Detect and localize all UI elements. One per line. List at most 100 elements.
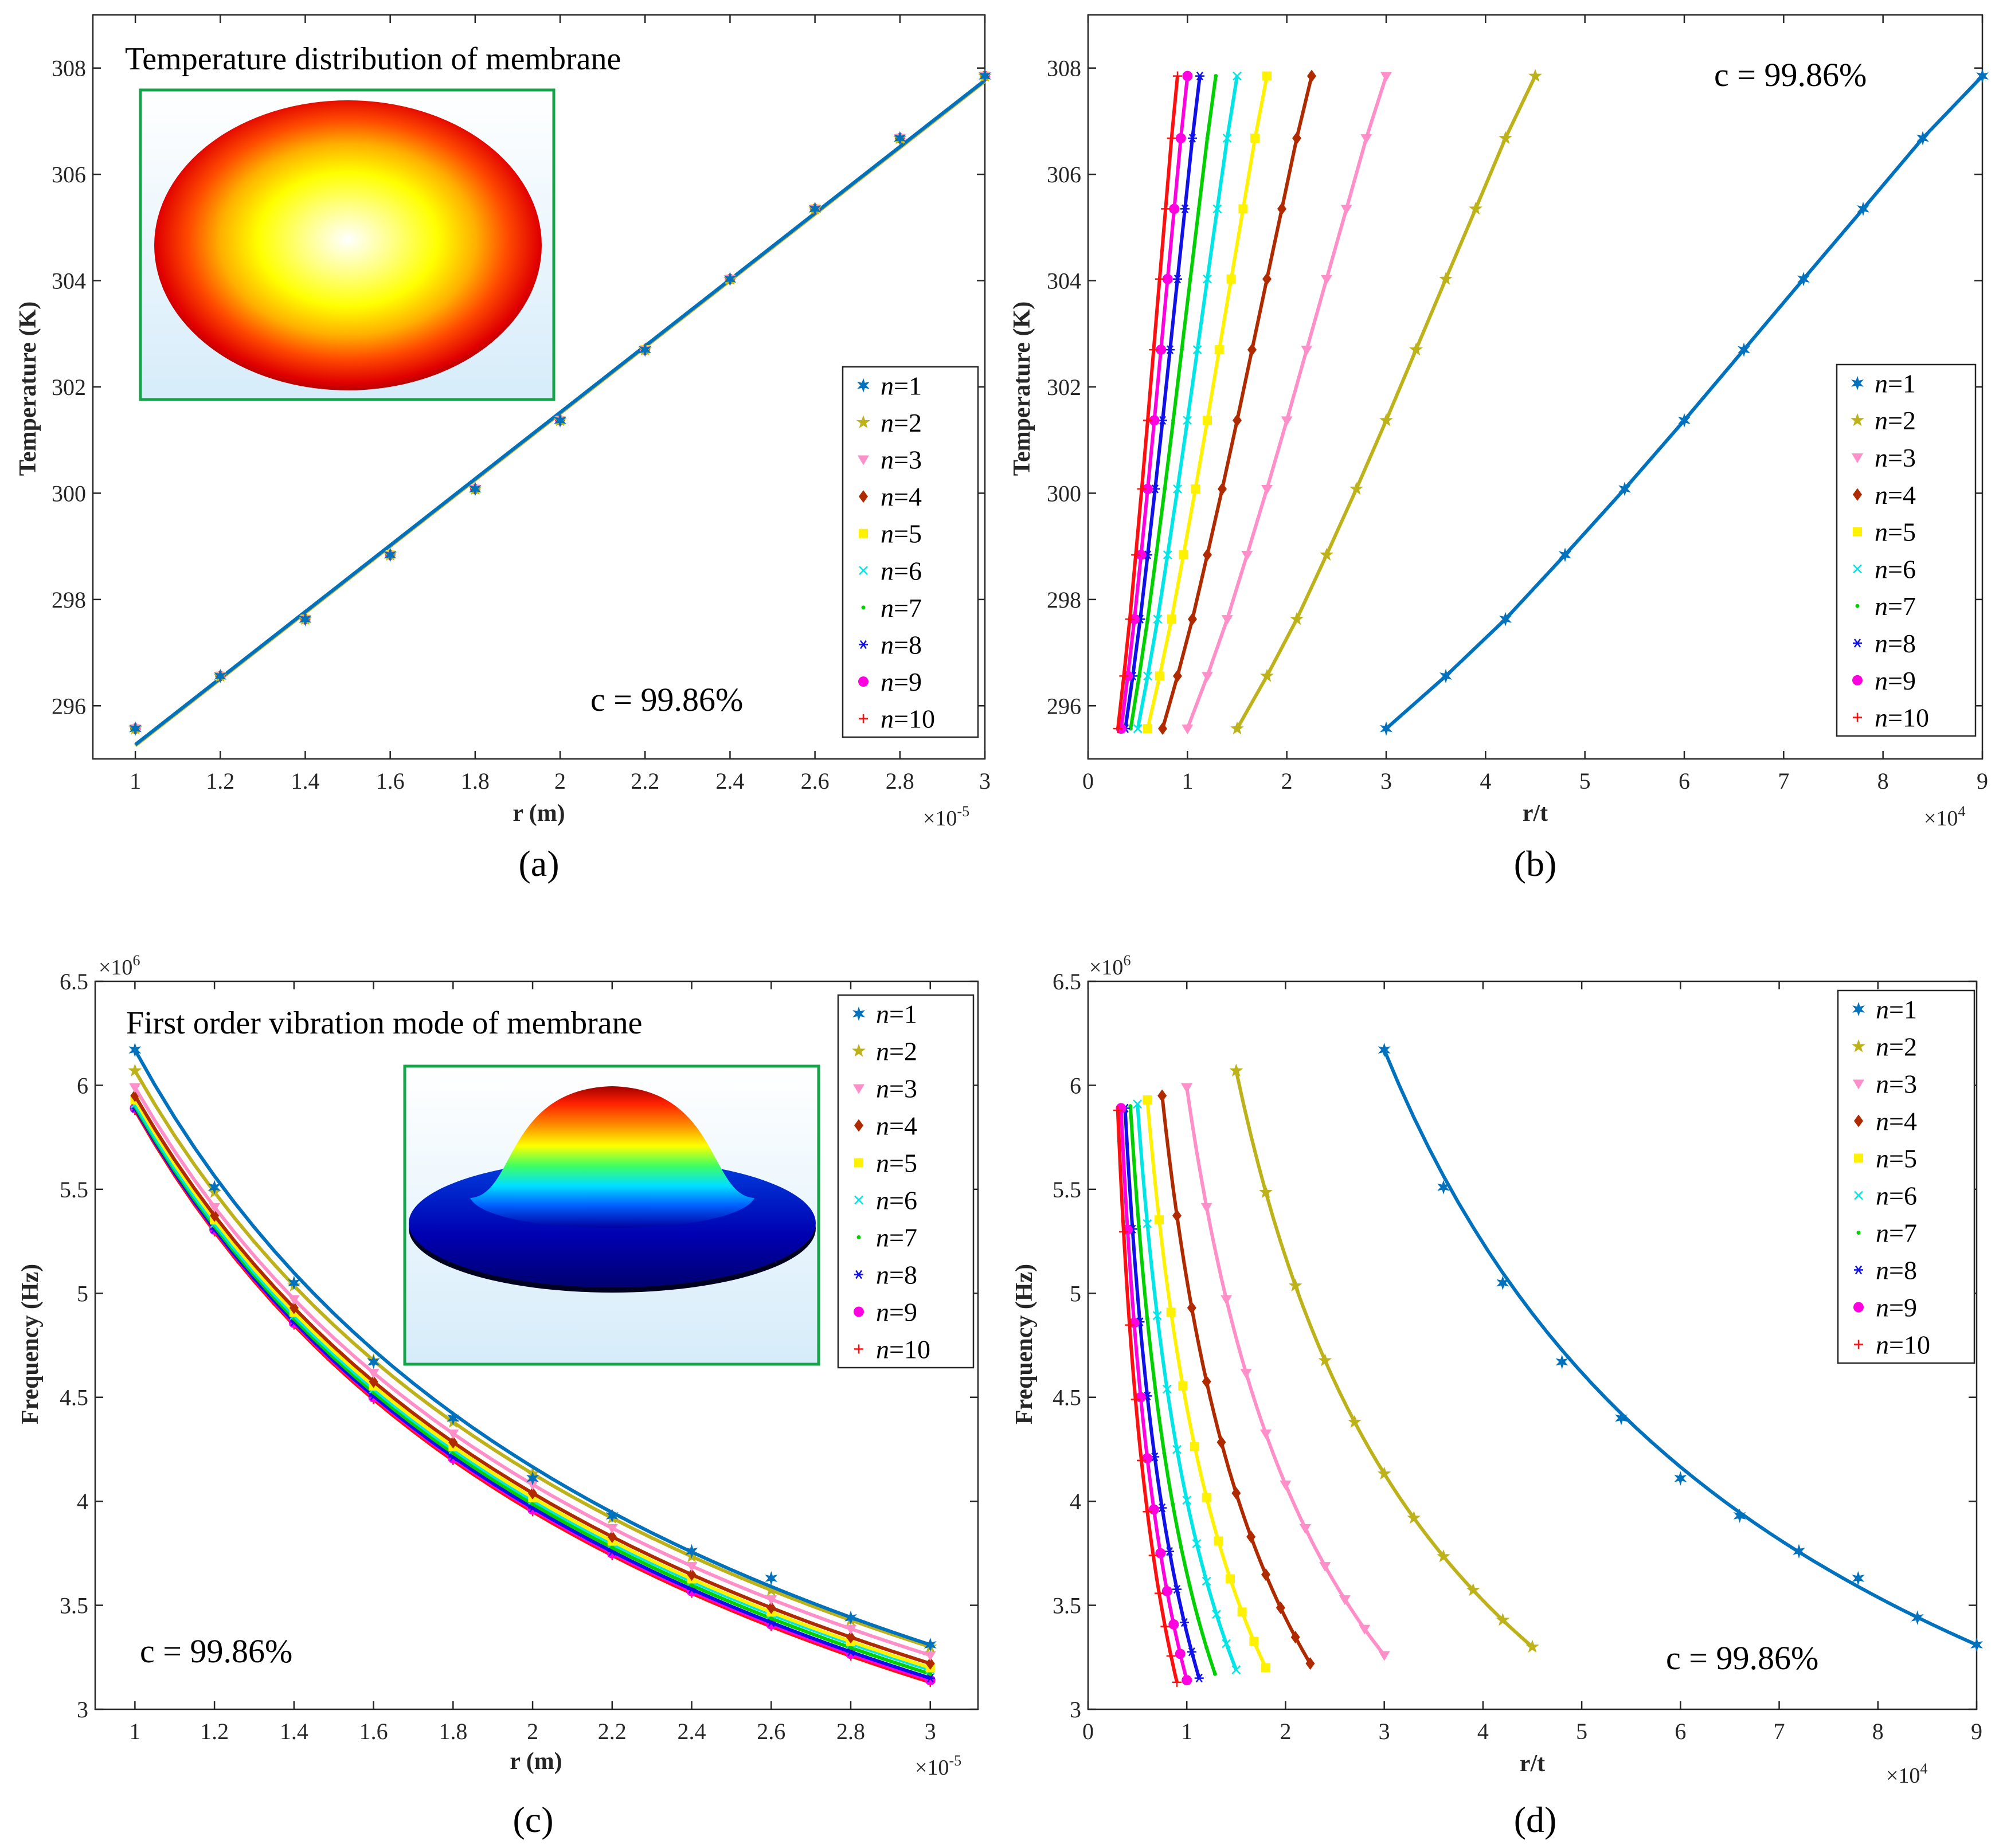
legend-label: n=10 [876, 1335, 930, 1364]
data-point [1247, 343, 1257, 357]
data-point [447, 1411, 460, 1426]
data-point [1230, 721, 1244, 735]
data-point [1137, 1455, 1146, 1465]
data-point [1154, 553, 1159, 557]
data-point [554, 413, 567, 428]
data-point [925, 1657, 935, 1670]
data-point [1221, 615, 1233, 625]
data-point [685, 1544, 698, 1559]
data-point [1214, 74, 1218, 79]
data-point [1674, 1471, 1687, 1486]
y-tick-label: 306 [52, 162, 86, 187]
legend-marker [1853, 1302, 1864, 1313]
legend-label: n=7 [1875, 592, 1916, 621]
legend-marker [1855, 604, 1860, 608]
data-point [1167, 614, 1176, 624]
legend-label: n=1 [1875, 369, 1916, 398]
y-tick-label: 296 [52, 693, 86, 719]
y-tick-label: 5.5 [60, 1177, 88, 1203]
legend-label: n=9 [881, 667, 922, 696]
legend-label: n=9 [1876, 1293, 1917, 1322]
data-point [1203, 548, 1212, 561]
data-point [607, 1530, 617, 1544]
data-point [1307, 69, 1316, 83]
legend-label: n=5 [881, 519, 922, 549]
data-point [1143, 1219, 1152, 1228]
x-tick-label: 2.6 [801, 768, 830, 794]
legend-label: n=6 [876, 1186, 917, 1215]
x-tick-label: 1 [130, 768, 141, 794]
legend-label: n=4 [876, 1111, 917, 1141]
data-point [367, 1369, 380, 1379]
legend-label: n=1 [881, 371, 922, 400]
y-multiplier-c: ×106 [99, 952, 140, 980]
data-point [1214, 345, 1224, 355]
data-point [288, 1295, 300, 1305]
data-point [1157, 1503, 1167, 1513]
data-point [1155, 1215, 1164, 1225]
legend-b: n=1 n=2 n=3 n=4 n=5 n=6 n=7 n=8 n=9 n=10 [1836, 363, 1977, 737]
y-tick-label: 306 [1047, 162, 1081, 187]
panel-label-d: (d) [1514, 1799, 1557, 1840]
annotation-d: c = 99.86% [1666, 1639, 1818, 1677]
x-tick-label: 0 [1082, 768, 1094, 794]
data-point [1173, 669, 1182, 683]
data-point [928, 1671, 933, 1676]
data-point [1191, 484, 1200, 494]
legend-label: n=8 [876, 1260, 917, 1290]
x-tick-label: 5 [1579, 768, 1591, 794]
data-point [1173, 71, 1182, 81]
data-point [214, 668, 227, 684]
legend-marker [1851, 375, 1864, 391]
data-point [1149, 415, 1160, 426]
x-tick-label: 2.2 [598, 1718, 627, 1744]
data-point [1970, 1637, 1983, 1653]
ticks-d: 0 1 2 3 4 5 6 7 8 9 3 3.5 4 4.5 5 5.5 6 6.5 [1053, 969, 1982, 1744]
x-tick-label: 0 [1082, 1718, 1094, 1744]
y-axis-label-a: Temperature (K) [15, 302, 41, 476]
data-point [1261, 485, 1273, 495]
x-tick-label: 3 [979, 768, 991, 794]
series-b [1113, 68, 1989, 736]
data-point [1305, 1657, 1315, 1670]
data-point [1188, 277, 1192, 281]
y-axis-label-d: Frequency (Hz) [1011, 1264, 1038, 1424]
y-tick-label: 308 [1047, 56, 1081, 81]
data-point [1222, 134, 1232, 143]
data-point [1288, 1278, 1302, 1292]
y-axis-label-b: Temperature (K) [1009, 302, 1035, 476]
data-point [1437, 1180, 1450, 1195]
legend-label: n=4 [881, 482, 922, 511]
data-point [369, 1375, 378, 1388]
legend-label: n=10 [881, 704, 935, 734]
data-point [765, 1595, 777, 1606]
data-point [686, 1562, 698, 1572]
legend-marker [858, 676, 869, 687]
y-tick-label: 298 [52, 587, 86, 613]
x-tick-label: 9 [1977, 768, 1988, 794]
data-point [1615, 1411, 1628, 1426]
data-point [1212, 204, 1222, 214]
legend-marker [858, 455, 869, 465]
data-point [1148, 1551, 1158, 1560]
data-point [1205, 136, 1210, 140]
x-tick-label: 2 [1281, 768, 1293, 794]
data-point [1119, 1227, 1128, 1236]
data-point [1133, 724, 1143, 734]
x-tick-label: 7 [1778, 768, 1789, 794]
data-point [1237, 1607, 1247, 1617]
data-point [1163, 550, 1172, 559]
axes-frame-b [1087, 14, 1984, 760]
data-point [1339, 1595, 1351, 1606]
data-point [1261, 1568, 1270, 1581]
data-point [1133, 1099, 1142, 1109]
legend-marker [1852, 1001, 1865, 1017]
legend-marker [1853, 712, 1862, 722]
x-tick-label: 1.8 [461, 768, 490, 794]
data-point [1216, 1436, 1226, 1449]
data-point [1173, 275, 1182, 284]
y-tick-label: 6 [77, 1072, 88, 1098]
data-point [1149, 345, 1159, 355]
